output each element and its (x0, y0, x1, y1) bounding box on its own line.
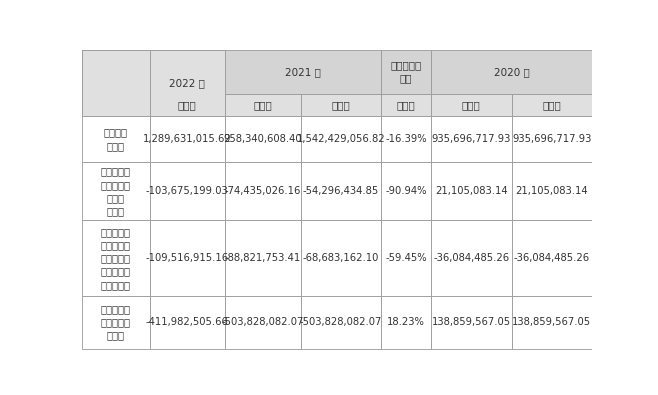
Bar (149, 94, 225, 116)
Bar (431, 94, 512, 116)
Bar (381, 94, 431, 116)
Text: -109,516,915.16: -109,516,915.16 (145, 253, 229, 263)
Text: 138,859,567.05: 138,859,567.05 (513, 318, 592, 327)
Bar (301, 220, 381, 296)
Bar (225, 296, 301, 348)
Text: -54,296,434.85: -54,296,434.85 (303, 186, 379, 196)
Bar (431, 51, 592, 94)
Bar (82, 220, 149, 296)
Text: 2022 年: 2022 年 (169, 78, 205, 88)
Bar (512, 94, 592, 116)
Bar (381, 296, 431, 348)
Text: -503,828,082.07: -503,828,082.07 (299, 318, 382, 327)
Text: 1,289,631,015.62: 1,289,631,015.62 (143, 134, 232, 144)
Bar (149, 220, 225, 296)
Bar (431, 220, 512, 296)
Bar (82, 116, 149, 162)
Text: -36,084,485.26: -36,084,485.26 (514, 253, 590, 263)
Text: -59.45%: -59.45% (385, 253, 427, 263)
Bar (512, 116, 592, 162)
Bar (225, 51, 381, 94)
Bar (381, 116, 431, 162)
Text: 18.23%: 18.23% (387, 318, 425, 327)
Text: 958,340,608.40: 958,340,608.40 (224, 134, 302, 144)
Text: -411,982,505.66: -411,982,505.66 (146, 318, 229, 327)
Text: 2021 年: 2021 年 (285, 67, 321, 77)
Text: 935,696,717.93: 935,696,717.93 (512, 134, 592, 144)
Bar (82, 296, 149, 348)
Text: -74,435,026.16: -74,435,026.16 (224, 186, 301, 196)
Bar (512, 220, 592, 296)
Bar (149, 116, 225, 162)
Text: 调整前: 调整前 (462, 100, 481, 110)
Bar (149, 51, 225, 116)
Text: -68,683,162.10: -68,683,162.10 (303, 253, 379, 263)
Text: 调整前: 调整前 (178, 100, 197, 110)
Text: 21,105,083.14: 21,105,083.14 (435, 186, 508, 196)
Text: 归属于上市
公司股东的
扣除非经常
性损益的净
利润（元）: 归属于上市 公司股东的 扣除非经常 性损益的净 利润（元） (101, 227, 131, 290)
Text: 2020 年: 2020 年 (494, 67, 530, 77)
Bar (82, 94, 149, 116)
Text: -103,675,199.03: -103,675,199.03 (146, 186, 229, 196)
Bar (149, 94, 225, 116)
Bar (225, 94, 301, 116)
Text: 调整后: 调整后 (332, 100, 350, 110)
Text: 本年比上年
增减: 本年比上年 增减 (390, 60, 422, 84)
Bar (512, 296, 592, 348)
Text: -36,084,485.26: -36,084,485.26 (433, 253, 509, 263)
Bar (82, 51, 149, 116)
Bar (381, 51, 431, 94)
Text: -503,828,082.07: -503,828,082.07 (222, 318, 304, 327)
Bar (225, 162, 301, 220)
Bar (431, 116, 512, 162)
Bar (381, 220, 431, 296)
Text: 经营活动产
生的现金流
量净额: 经营活动产 生的现金流 量净额 (101, 304, 131, 340)
Bar (431, 296, 512, 348)
Bar (225, 220, 301, 296)
Bar (225, 116, 301, 162)
Text: 调整后: 调整后 (543, 100, 561, 110)
Bar (301, 94, 381, 116)
Text: -88,821,753.41: -88,821,753.41 (224, 253, 301, 263)
Bar (431, 162, 512, 220)
Text: -16.39%: -16.39% (385, 134, 427, 144)
Text: 调整后: 调整后 (397, 100, 415, 110)
Bar (82, 51, 225, 94)
Text: -90.94%: -90.94% (386, 186, 427, 196)
Bar (82, 162, 149, 220)
Text: 138,859,567.05: 138,859,567.05 (432, 318, 511, 327)
Text: 营业收入
（元）: 营业收入 （元） (104, 128, 128, 151)
Bar (149, 296, 225, 348)
Text: 调整前: 调整前 (253, 100, 272, 110)
Text: 1,542,429,056.82: 1,542,429,056.82 (297, 134, 385, 144)
Text: 21,105,083.14: 21,105,083.14 (516, 186, 588, 196)
Bar (512, 162, 592, 220)
Bar (381, 162, 431, 220)
Bar (301, 162, 381, 220)
Text: 归属于上市
公司股东的
净利润
（元）: 归属于上市 公司股东的 净利润 （元） (101, 166, 131, 216)
Text: 935,696,717.93: 935,696,717.93 (432, 134, 511, 144)
Bar (301, 116, 381, 162)
Bar (301, 296, 381, 348)
Bar (149, 162, 225, 220)
